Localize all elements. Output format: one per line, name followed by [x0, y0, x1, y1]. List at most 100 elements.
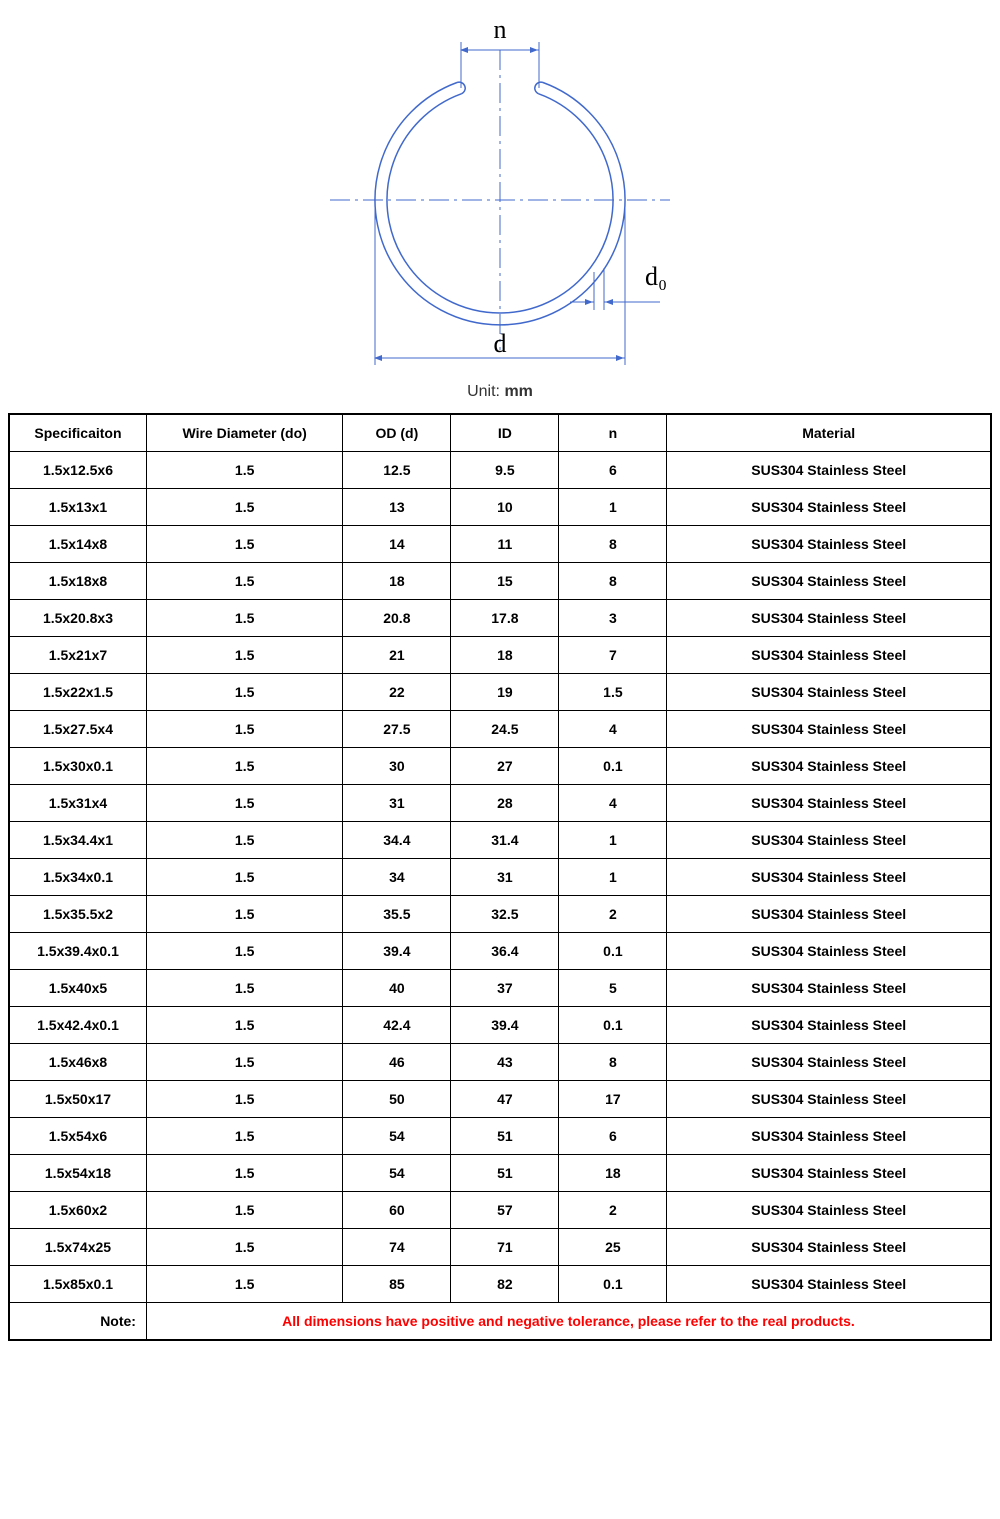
table-cell: SUS304 Stainless Steel: [667, 1229, 991, 1266]
table-cell: 71: [451, 1229, 559, 1266]
table-cell: 1.5x39.4x0.1: [9, 933, 146, 970]
table-cell: SUS304 Stainless Steel: [667, 1007, 991, 1044]
col-header: Material: [667, 414, 991, 452]
table-cell: 1.5: [146, 1044, 342, 1081]
table-cell: 1.5: [146, 489, 342, 526]
table-cell: SUS304 Stainless Steel: [667, 1044, 991, 1081]
table-cell: 74: [343, 1229, 451, 1266]
table-cell: 40: [343, 970, 451, 1007]
table-cell: 1.5x27.5x4: [9, 711, 146, 748]
table-cell: SUS304 Stainless Steel: [667, 526, 991, 563]
table-cell: SUS304 Stainless Steel: [667, 1081, 991, 1118]
col-header: ID: [451, 414, 559, 452]
table-cell: 42.4: [343, 1007, 451, 1044]
table-cell: 57: [451, 1192, 559, 1229]
table-cell: 1.5x31x4: [9, 785, 146, 822]
table-cell: 51: [451, 1155, 559, 1192]
table-cell: 32.5: [451, 896, 559, 933]
table-cell: 1.5x34x0.1: [9, 859, 146, 896]
table-cell: 1.5: [146, 1266, 342, 1303]
table-cell: 9.5: [451, 452, 559, 489]
table-cell: 20.8: [343, 600, 451, 637]
table-cell: 27: [451, 748, 559, 785]
table-cell: SUS304 Stainless Steel: [667, 748, 991, 785]
table-cell: SUS304 Stainless Steel: [667, 600, 991, 637]
table-cell: 19: [451, 674, 559, 711]
table-cell: 1.5x54x18: [9, 1155, 146, 1192]
table-cell: 1.5x60x2: [9, 1192, 146, 1229]
table-cell: 1.5x14x8: [9, 526, 146, 563]
table-cell: 3: [559, 600, 667, 637]
table-cell: 5: [559, 970, 667, 1007]
table-row: 1.5x46x81.546438SUS304 Stainless Steel: [9, 1044, 991, 1081]
table-cell: 17: [559, 1081, 667, 1118]
col-header: OD (d): [343, 414, 451, 452]
table-cell: 31: [451, 859, 559, 896]
table-cell: SUS304 Stainless Steel: [667, 1266, 991, 1303]
table-cell: SUS304 Stainless Steel: [667, 896, 991, 933]
table-cell: 85: [343, 1266, 451, 1303]
table-cell: SUS304 Stainless Steel: [667, 489, 991, 526]
table-cell: 8: [559, 563, 667, 600]
table-cell: 2: [559, 896, 667, 933]
table-cell: 1.5: [146, 933, 342, 970]
table-row: 1.5x20.8x31.520.817.83SUS304 Stainless S…: [9, 600, 991, 637]
table-cell: SUS304 Stainless Steel: [667, 1118, 991, 1155]
table-cell: 1.5x35.5x2: [9, 896, 146, 933]
table-cell: 1.5: [146, 822, 342, 859]
table-row: 1.5x34x0.11.534311SUS304 Stainless Steel: [9, 859, 991, 896]
table-row: 1.5x74x251.5747125SUS304 Stainless Steel: [9, 1229, 991, 1266]
table-cell: SUS304 Stainless Steel: [667, 563, 991, 600]
table-cell: 34.4: [343, 822, 451, 859]
note-row: Note: All dimensions have positive and n…: [9, 1303, 991, 1341]
table-cell: 18: [451, 637, 559, 674]
table-cell: 1.5: [146, 859, 342, 896]
table-cell: 15: [451, 563, 559, 600]
table-cell: 1.5x74x25: [9, 1229, 146, 1266]
table-cell: 30: [343, 748, 451, 785]
table-header: SpecificaitonWire Diameter (do)OD (d)IDn…: [9, 414, 991, 452]
table-cell: 82: [451, 1266, 559, 1303]
unit-prefix: Unit:: [467, 383, 504, 400]
table-cell: 1.5x42.4x0.1: [9, 1007, 146, 1044]
table-cell: 1.5: [559, 674, 667, 711]
table-cell: 6: [559, 1118, 667, 1155]
table-cell: 1.5x21x7: [9, 637, 146, 674]
table-cell: 1.5x20.8x3: [9, 600, 146, 637]
ring-svg: n d d₀: [240, 10, 760, 370]
table-row: 1.5x35.5x21.535.532.52SUS304 Stainless S…: [9, 896, 991, 933]
table-row: 1.5x18x81.518158SUS304 Stainless Steel: [9, 563, 991, 600]
table-cell: 4: [559, 785, 667, 822]
table-cell: 22: [343, 674, 451, 711]
table-cell: SUS304 Stainless Steel: [667, 970, 991, 1007]
table-cell: 1.5: [146, 1007, 342, 1044]
table-cell: 0.1: [559, 748, 667, 785]
spec-table: SpecificaitonWire Diameter (do)OD (d)IDn…: [8, 413, 992, 1341]
table-cell: 28: [451, 785, 559, 822]
table-cell: 34: [343, 859, 451, 896]
table-row: 1.5x31x41.531284SUS304 Stainless Steel: [9, 785, 991, 822]
table-cell: 1.5x12.5x6: [9, 452, 146, 489]
table-row: 1.5x42.4x0.11.542.439.40.1SUS304 Stainle…: [9, 1007, 991, 1044]
table-cell: 50: [343, 1081, 451, 1118]
table-cell: 1.5: [146, 1155, 342, 1192]
table-cell: 1.5x40x5: [9, 970, 146, 1007]
table-cell: 1.5: [146, 711, 342, 748]
table-row: 1.5x54x61.554516SUS304 Stainless Steel: [9, 1118, 991, 1155]
table-cell: 1.5x13x1: [9, 489, 146, 526]
table-cell: 11: [451, 526, 559, 563]
table-row: 1.5x30x0.11.530270.1SUS304 Stainless Ste…: [9, 748, 991, 785]
table-cell: 51: [451, 1118, 559, 1155]
table-cell: 1: [559, 822, 667, 859]
table-row: 1.5x12.5x61.512.59.56SUS304 Stainless St…: [9, 452, 991, 489]
table-cell: 14: [343, 526, 451, 563]
table-body: 1.5x12.5x61.512.59.56SUS304 Stainless St…: [9, 452, 991, 1303]
table-cell: 1.5x30x0.1: [9, 748, 146, 785]
table-cell: 1.5x34.4x1: [9, 822, 146, 859]
table-cell: 1.5x85x0.1: [9, 1266, 146, 1303]
label-n: n: [494, 15, 507, 44]
table-row: 1.5x13x11.513101SUS304 Stainless Steel: [9, 489, 991, 526]
table-cell: 10: [451, 489, 559, 526]
table-cell: 1.5: [146, 526, 342, 563]
table-cell: 1.5x54x6: [9, 1118, 146, 1155]
